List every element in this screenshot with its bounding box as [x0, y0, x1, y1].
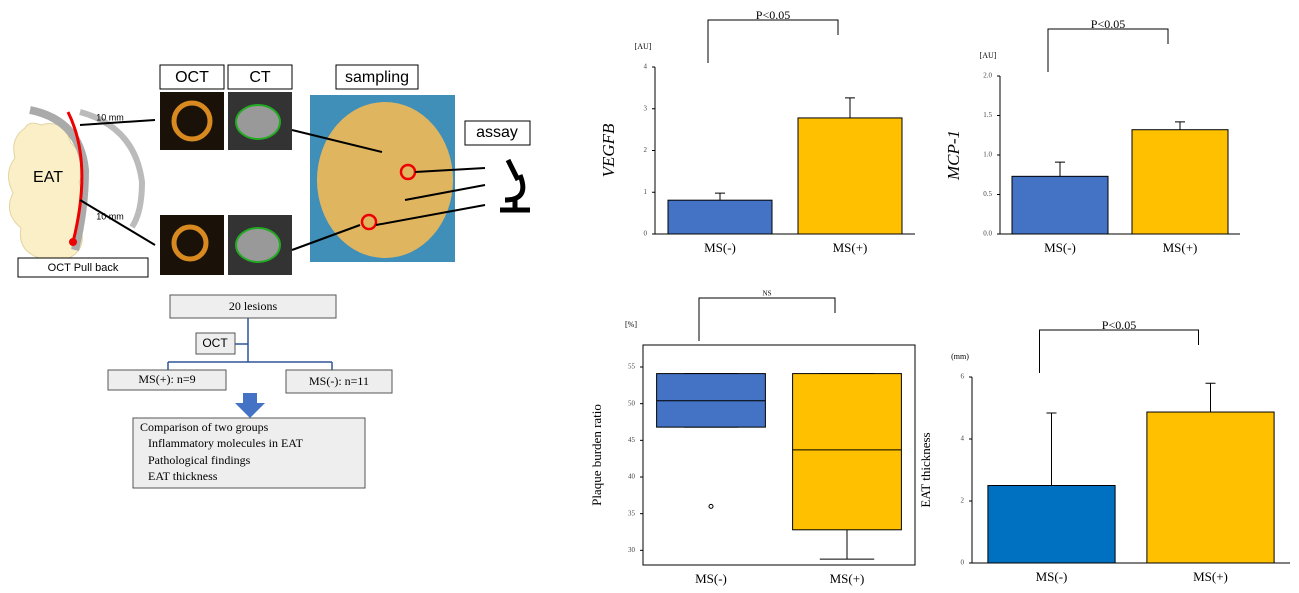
group-label: MS(+): n=9 — [138, 372, 195, 386]
group-label: MS(-): n=11 — [309, 374, 369, 388]
x-tick-label: MS(+) — [830, 571, 865, 586]
y-tick-label: 50 — [628, 399, 636, 407]
y-tick-label: 1.0 — [983, 151, 992, 159]
pullback-label: OCT Pull back — [48, 262, 119, 274]
annotation: NS — [763, 290, 772, 298]
y-axis-title: VEGFB — [599, 123, 618, 177]
y-tick-label: 2.0 — [983, 72, 992, 80]
bar — [668, 200, 772, 234]
box — [793, 374, 902, 530]
distance-label: 10 mm — [96, 112, 124, 122]
y-tick-label: 0 — [644, 230, 648, 238]
y-tick-label: 3 — [644, 104, 648, 112]
x-tick-label: MS(+) — [833, 240, 868, 255]
annotation: P<0.05 — [1102, 318, 1136, 332]
y-tick-label: 4 — [961, 435, 965, 443]
pullback-start — [69, 238, 77, 246]
lesions-label: 20 lesions — [229, 299, 278, 313]
error-bar — [1175, 122, 1185, 130]
ct-heart — [236, 105, 280, 139]
assay-label: assay — [476, 124, 518, 141]
comparison-item: Inflammatory molecules in EAT — [148, 436, 304, 450]
diagram: EAT 10 mm 10 mm OCT Pull back OCT CT sam… — [8, 65, 530, 488]
eat-label: EAT — [33, 169, 63, 186]
error-bar — [1206, 383, 1216, 412]
y-tick-label: 0.0 — [983, 230, 992, 238]
annotation: P<0.05 — [1091, 17, 1125, 31]
annotation: P<0.05 — [756, 8, 790, 22]
y-tick-label: 30 — [628, 546, 636, 554]
ct-label: CT — [249, 69, 271, 86]
error-bar — [1055, 162, 1065, 176]
y-tick-label: 55 — [628, 363, 636, 371]
unit-label: [AU] — [635, 42, 652, 51]
y-tick-label: 1 — [644, 188, 648, 196]
y-tick-label: 40 — [628, 473, 636, 481]
sampling-label: sampling — [345, 69, 409, 86]
y-tick-label: 4 — [644, 63, 648, 71]
comparison-item: EAT thickness — [148, 469, 218, 483]
oct-image — [160, 215, 224, 275]
arrow — [80, 200, 155, 245]
outlier — [709, 504, 713, 508]
bar — [798, 118, 902, 234]
oct-step-label: OCT — [202, 336, 228, 350]
significance-bracket — [699, 298, 835, 341]
artery-branch — [80, 112, 142, 227]
x-tick-label: MS(-) — [1044, 240, 1076, 255]
tree-lines — [168, 318, 332, 370]
y-tick-label: 35 — [628, 509, 636, 517]
unit-label: [AU] — [980, 51, 997, 60]
y-tick-label: 2 — [644, 146, 648, 154]
x-tick-label: MS(+) — [1163, 240, 1198, 255]
y-tick-label: 6 — [961, 373, 965, 381]
bar — [1132, 130, 1228, 234]
ct-heart — [236, 228, 280, 262]
y-tick-label: 45 — [628, 436, 636, 444]
significance-bracket — [1040, 330, 1199, 373]
down-arrow — [235, 393, 265, 418]
y-axis-title: Plaque burden ratio — [589, 404, 604, 506]
x-tick-label: MS(-) — [1036, 569, 1068, 584]
x-tick-label: MS(+) — [1193, 569, 1228, 584]
bar — [1147, 412, 1274, 563]
y-axis-title: MCP-1 — [944, 130, 963, 181]
y-tick-label: 2 — [961, 497, 965, 505]
error-bar — [845, 98, 855, 118]
y-axis-title: EAT thickness — [918, 432, 933, 507]
comparison-title: Comparison of two groups — [140, 420, 269, 434]
bar — [988, 486, 1115, 564]
significance-bracket — [708, 20, 838, 63]
y-tick-label: 0 — [961, 559, 965, 567]
y-tick-label: 0.5 — [983, 190, 992, 198]
error-bar — [715, 193, 725, 200]
unit-label: (mm) — [951, 352, 969, 361]
x-tick-label: MS(-) — [695, 571, 727, 586]
comparison-item: Pathological findings — [148, 453, 251, 467]
figure: EAT 10 mm 10 mm OCT Pull back OCT CT sam… — [0, 0, 1299, 593]
error-bar — [1047, 413, 1057, 486]
oct-label: OCT — [175, 69, 209, 86]
y-tick-label: 1.5 — [983, 111, 992, 119]
significance-bracket — [1048, 29, 1168, 72]
microscope-icon — [500, 160, 530, 210]
bar — [1012, 176, 1108, 234]
x-tick-label: MS(-) — [704, 240, 736, 255]
unit-label: [%] — [625, 320, 637, 329]
heart — [317, 102, 453, 258]
whisker — [820, 530, 874, 559]
